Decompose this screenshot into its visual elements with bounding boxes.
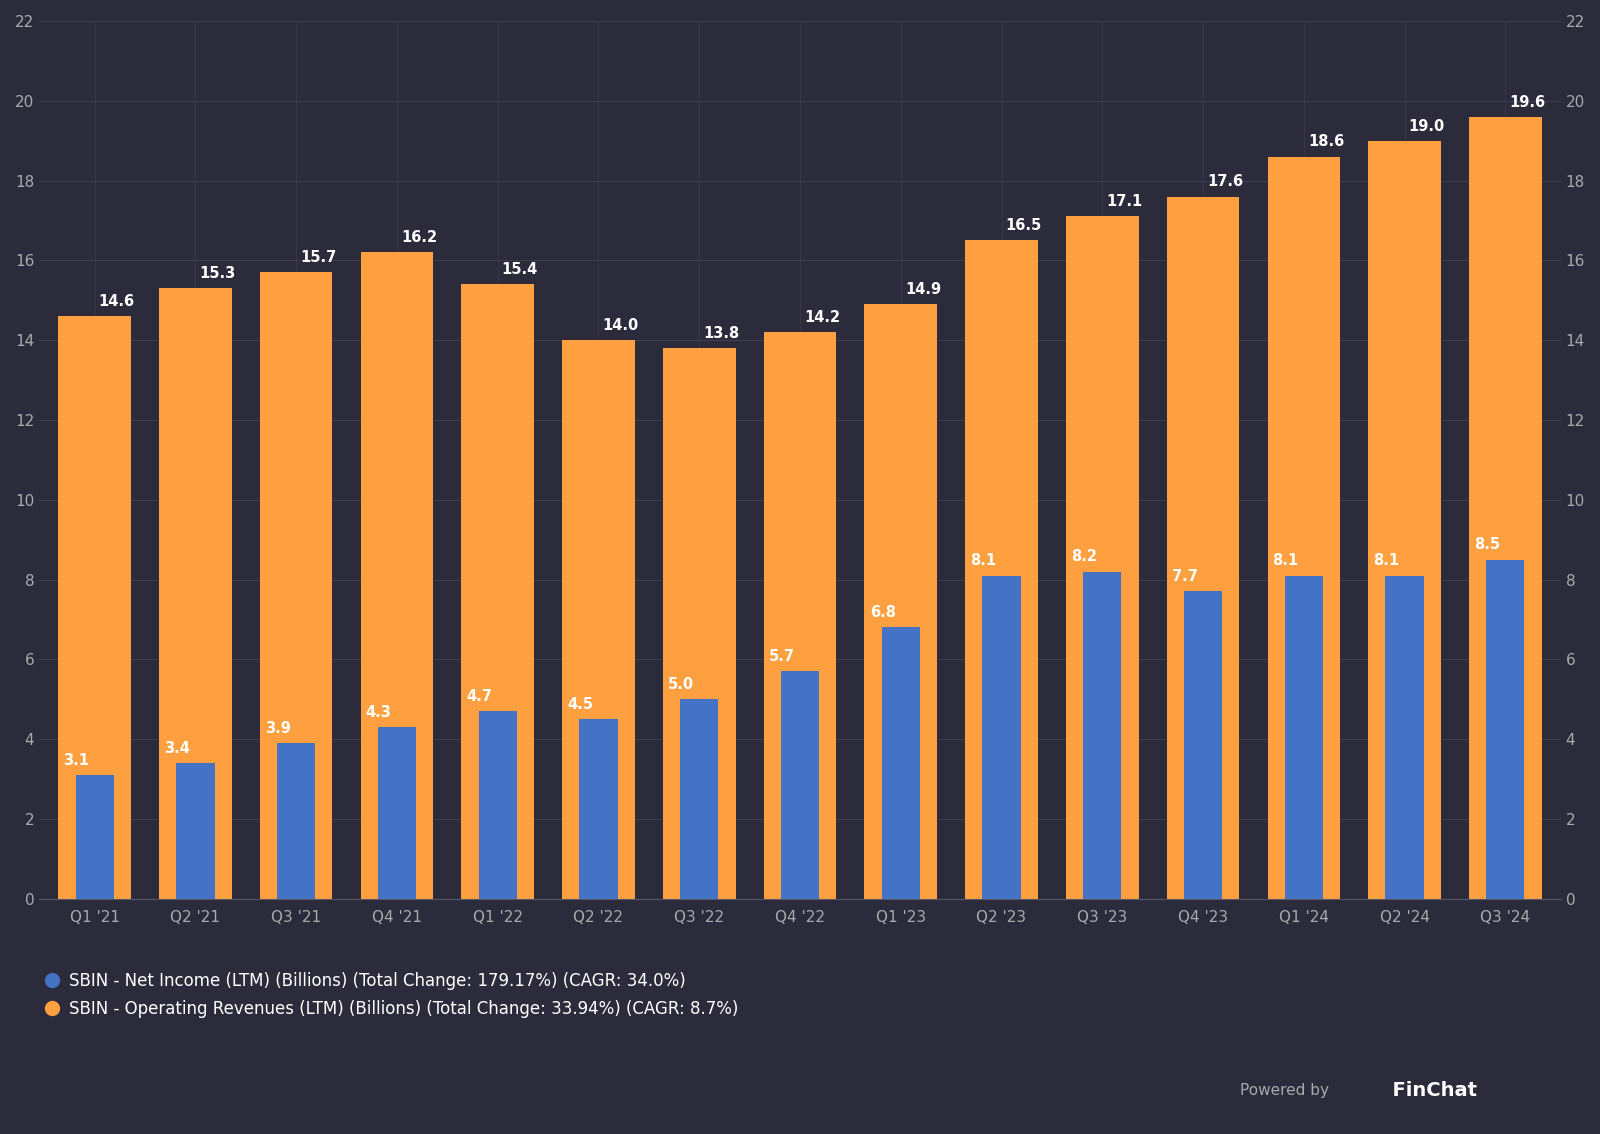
Bar: [158, 288, 232, 898]
Bar: [662, 348, 736, 898]
Text: 3.4: 3.4: [165, 741, 190, 756]
Bar: [1368, 141, 1442, 898]
Text: 19.6: 19.6: [1509, 94, 1546, 110]
Bar: [965, 240, 1038, 898]
Text: 4.7: 4.7: [467, 689, 493, 704]
Bar: [1083, 572, 1122, 898]
Bar: [1184, 592, 1222, 898]
Bar: [58, 316, 131, 898]
Bar: [1469, 117, 1542, 898]
Bar: [763, 332, 837, 898]
Legend: SBIN - Net Income (LTM) (Billions) (Total Change: 179.17%) (CAGR: 34.0%), SBIN -: SBIN - Net Income (LTM) (Billions) (Tota…: [48, 972, 739, 1017]
Bar: [75, 775, 114, 898]
Text: 3.9: 3.9: [266, 721, 291, 736]
Bar: [378, 727, 416, 898]
Bar: [277, 743, 315, 898]
Text: 15.3: 15.3: [200, 266, 235, 281]
Text: 14.2: 14.2: [805, 310, 840, 325]
Text: 19.0: 19.0: [1408, 118, 1445, 134]
Text: 15.4: 15.4: [502, 262, 538, 277]
Bar: [1486, 559, 1525, 898]
Text: 14.0: 14.0: [603, 318, 638, 333]
Text: FinChat: FinChat: [1379, 1082, 1477, 1100]
Text: 5.7: 5.7: [770, 649, 795, 665]
Bar: [461, 285, 534, 898]
Text: 4.3: 4.3: [366, 705, 392, 720]
Bar: [680, 700, 718, 898]
Text: 3.1: 3.1: [64, 753, 90, 768]
Bar: [1267, 156, 1341, 898]
Bar: [1285, 576, 1323, 898]
Text: Powered by: Powered by: [1240, 1083, 1330, 1099]
Bar: [864, 304, 938, 898]
Text: 18.6: 18.6: [1307, 135, 1344, 150]
Bar: [1166, 196, 1240, 898]
Text: 6.8: 6.8: [870, 606, 896, 620]
Text: 8.1: 8.1: [1272, 553, 1299, 568]
Bar: [360, 253, 434, 898]
Text: 8.2: 8.2: [1070, 549, 1098, 565]
Bar: [882, 627, 920, 898]
Text: 4.5: 4.5: [568, 697, 594, 712]
Text: 8.1: 8.1: [1373, 553, 1400, 568]
Text: 14.6: 14.6: [99, 294, 134, 310]
Text: 17.6: 17.6: [1206, 175, 1243, 189]
Bar: [1386, 576, 1424, 898]
Text: 13.8: 13.8: [704, 325, 739, 341]
Text: 15.7: 15.7: [301, 251, 336, 265]
Bar: [1066, 217, 1139, 898]
Bar: [176, 763, 214, 898]
Text: 16.2: 16.2: [402, 230, 437, 245]
Text: 14.9: 14.9: [906, 282, 941, 297]
Bar: [478, 711, 517, 898]
Text: 8.1: 8.1: [970, 553, 997, 568]
Text: 5.0: 5.0: [669, 677, 694, 692]
Bar: [982, 576, 1021, 898]
Text: 17.1: 17.1: [1106, 194, 1142, 210]
Bar: [579, 719, 618, 898]
Text: 16.5: 16.5: [1005, 218, 1042, 234]
Bar: [781, 671, 819, 898]
Bar: [259, 272, 333, 898]
Bar: [562, 340, 635, 898]
Text: 8.5: 8.5: [1474, 538, 1501, 552]
Text: 7.7: 7.7: [1171, 569, 1198, 584]
